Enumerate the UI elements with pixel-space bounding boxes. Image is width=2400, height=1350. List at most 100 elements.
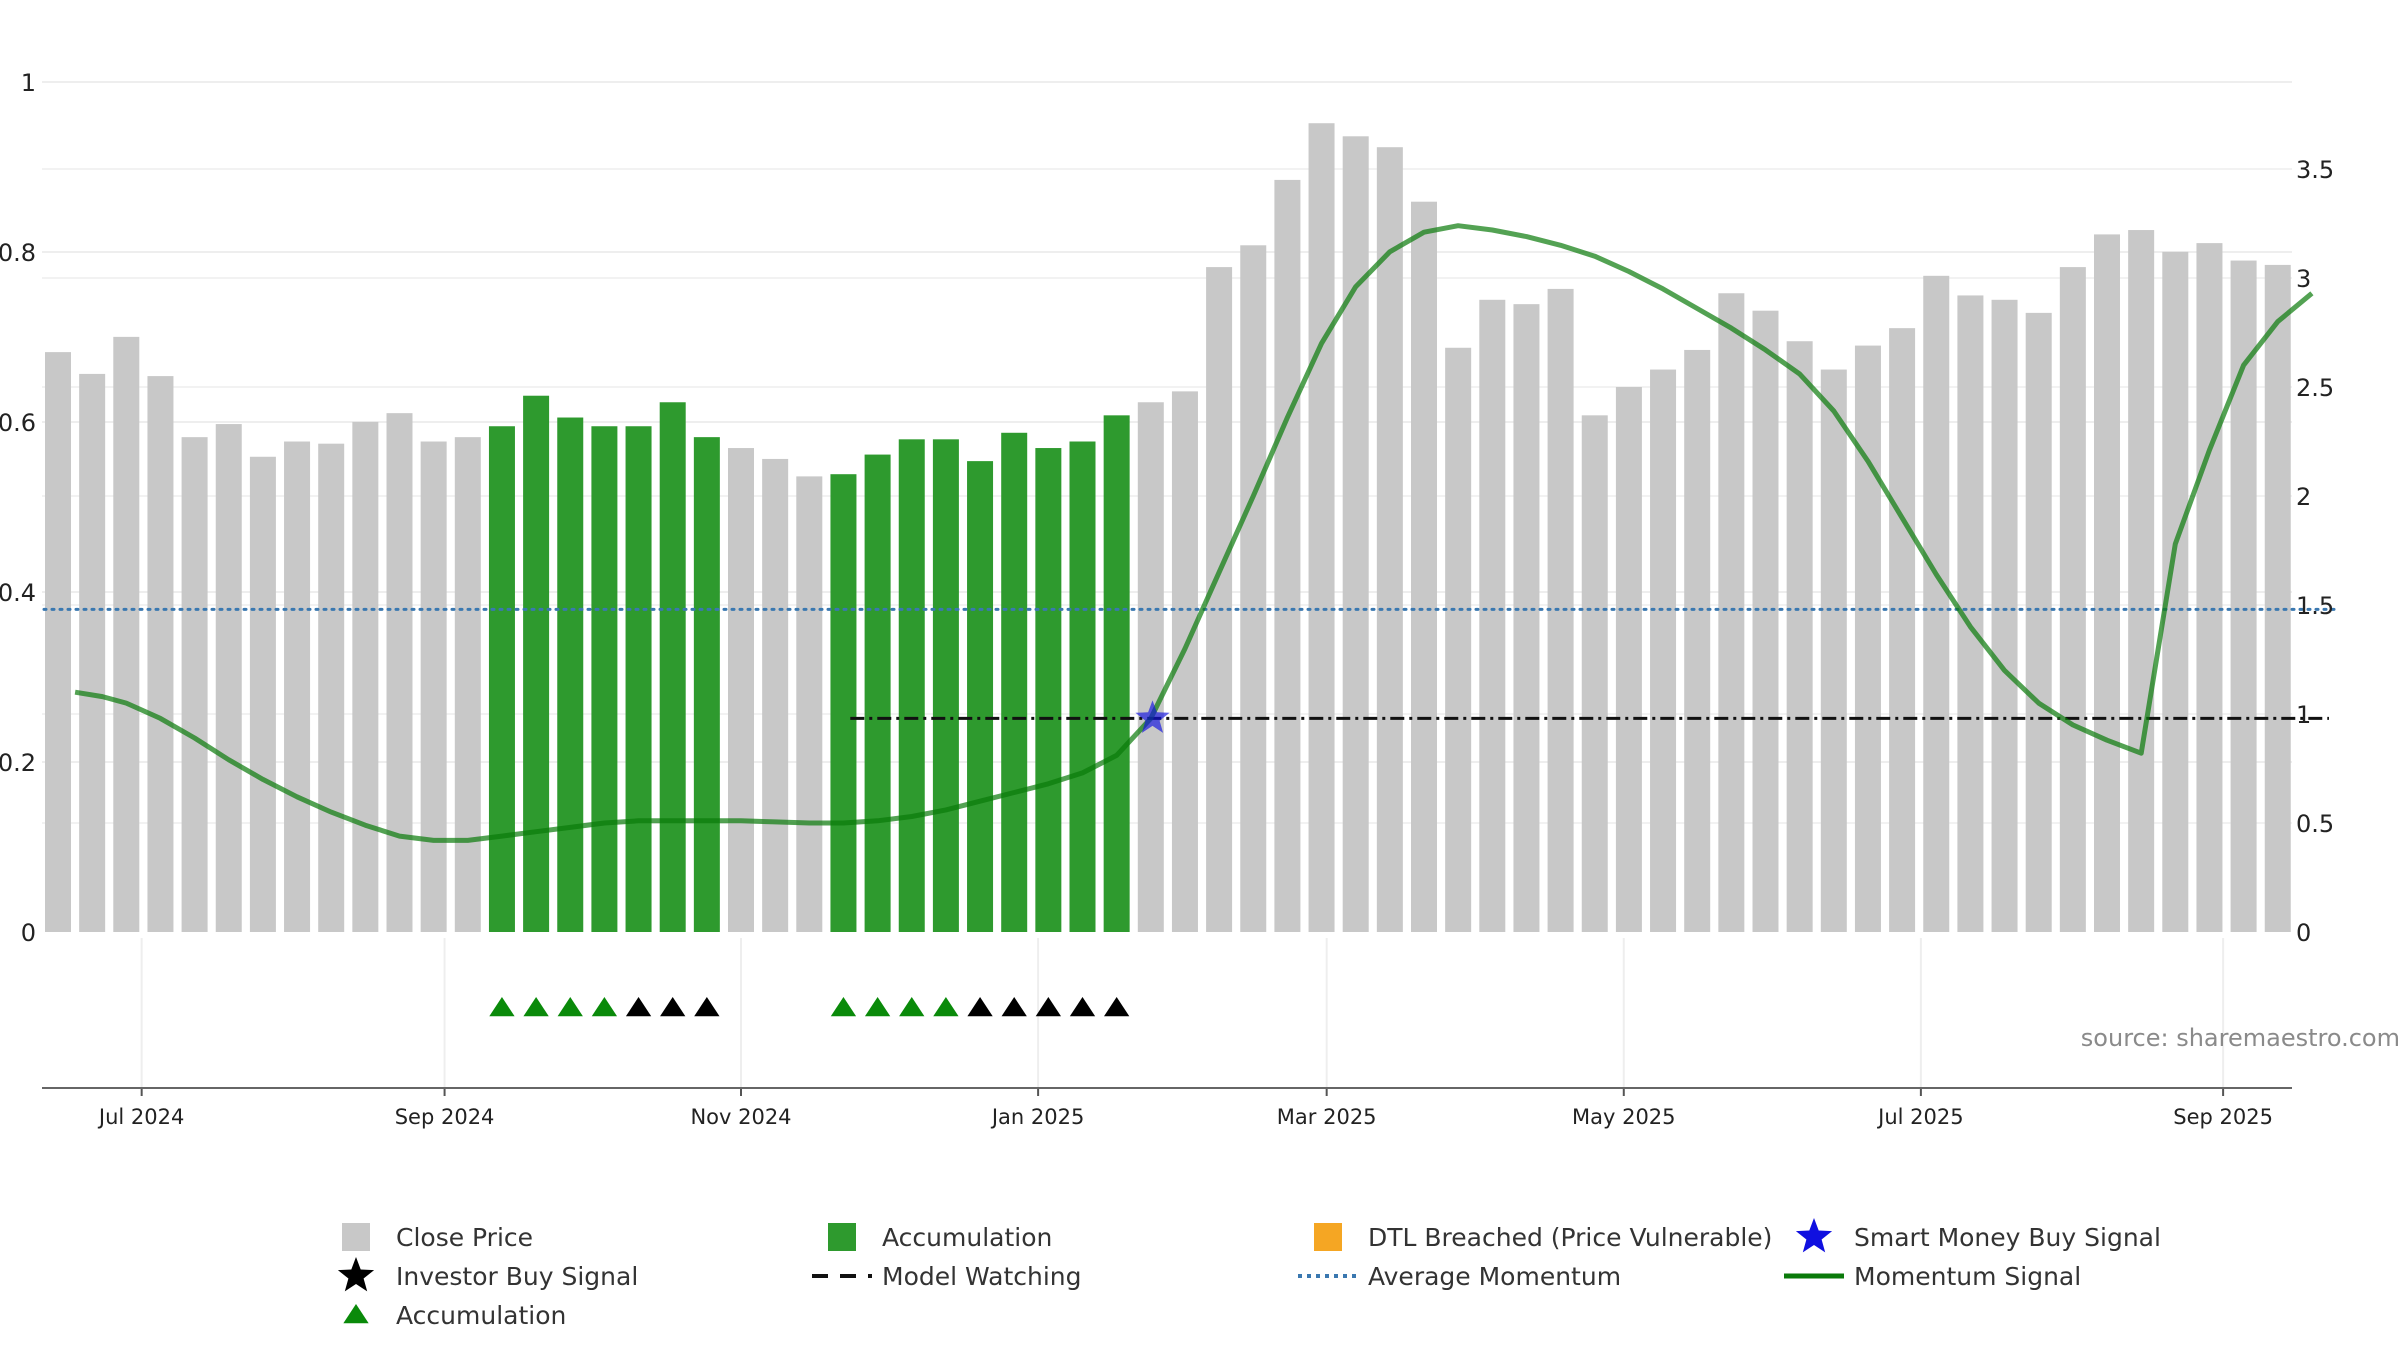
accumulation-triangle	[523, 997, 549, 1017]
close-price-bar	[454, 437, 481, 932]
x-tick-label: Jan 2025	[990, 1105, 1085, 1129]
legend-label: Accumulation	[882, 1223, 1052, 1252]
legend-item-accumulation_marker: Accumulation	[343, 1301, 566, 1330]
x-tick-label: Nov 2024	[690, 1105, 791, 1129]
accumulation-bar	[591, 426, 618, 932]
x-tick-label: Mar 2025	[1277, 1105, 1377, 1129]
accumulation-bar	[932, 439, 959, 932]
close-price-bar	[1854, 345, 1881, 933]
x-tick-label: May 2025	[1572, 1105, 1676, 1129]
close-price-bar	[113, 336, 140, 932]
momentum-signal-line	[74, 223, 2314, 843]
close-price-bar	[352, 421, 379, 932]
close-price-bar	[1342, 136, 1369, 933]
legend-label: Momentum Signal	[1854, 1262, 2081, 1291]
close-price-bar	[1650, 369, 1677, 932]
accumulation-bar	[693, 437, 720, 932]
investor-buy-triangle	[967, 997, 993, 1017]
legend-label: Model Watching	[882, 1262, 1082, 1291]
accumulation-bar	[967, 461, 994, 932]
close-price-bar	[1479, 299, 1506, 932]
legend-label: Average Momentum	[1368, 1262, 1621, 1291]
axes: 0 0.2 0.4 0.6 0.8 1 0 0.5 1 1.5 2 2.5 3 3.5 Jul 2024 Se…	[0, 69, 2334, 1129]
legend-label: DTL Breached (Price Vulnerable)	[1368, 1223, 1772, 1252]
close-price-bar	[1615, 387, 1642, 932]
legend-item-investor_buy: Investor Buy Signal	[337, 1257, 638, 1292]
legend-label: Smart Money Buy Signal	[1854, 1223, 2161, 1252]
close-price-bar	[1513, 304, 1540, 932]
close-price-bar	[2230, 260, 2257, 932]
left-tick-label: 0.6	[0, 409, 36, 437]
close-price-bar	[386, 413, 413, 932]
accumulation-bar	[898, 439, 925, 932]
close-price-bar	[1923, 275, 1950, 932]
legend-triangle-icon	[343, 1304, 369, 1324]
investor-buy-triangle	[1069, 997, 1096, 1017]
accumulation-bar	[1069, 441, 1096, 932]
legend-item-accumulation_bar: Accumulation	[828, 1223, 1052, 1252]
close-price-bar	[1240, 245, 1267, 933]
legend-swatch	[342, 1223, 370, 1251]
close-price-bar	[79, 373, 106, 932]
close-price-bar	[1889, 328, 1916, 932]
accumulation-bar	[1001, 432, 1028, 932]
close-price-bar	[147, 376, 174, 933]
close-price-bar	[1547, 288, 1574, 932]
x-tick-label: Sep 2024	[395, 1105, 495, 1129]
x-tick-label: Jul 2025	[1876, 1105, 1963, 1129]
accumulation-bar	[625, 426, 652, 932]
legend-item-model_watching: Model Watching	[812, 1262, 1082, 1291]
legend-star-icon	[337, 1257, 375, 1292]
accumulation-bar	[1103, 415, 1130, 933]
right-tick-label: 3.5	[2296, 156, 2334, 184]
right-tick-label: 1.5	[2296, 592, 2334, 620]
close-price-bar	[2094, 234, 2120, 932]
close-price-bar	[1684, 349, 1711, 932]
close-price-bar	[1445, 347, 1472, 932]
right-tick-label: 0	[2296, 919, 2311, 947]
right-tick-label: 0.5	[2296, 810, 2334, 838]
accumulation-bar	[830, 474, 857, 932]
close-price-bar	[1206, 267, 1233, 933]
legend-star-icon	[1795, 1218, 1833, 1253]
left-tick-label: 0.4	[0, 579, 36, 607]
accumulation-triangle	[864, 997, 891, 1017]
close-price-bar	[762, 458, 789, 932]
investor-buy-triangle	[1035, 997, 1061, 1017]
right-tick-label: 2.5	[2296, 374, 2334, 402]
close-price-bar	[2025, 312, 2052, 932]
accumulation-bar	[1035, 448, 1062, 932]
legend-item-close_price: Close Price	[342, 1223, 533, 1252]
legend-item-smart_money: Smart Money Buy Signal	[1795, 1218, 2161, 1253]
accumulation-triangle	[557, 997, 583, 1017]
close-price-bar	[249, 456, 276, 932]
close-price-bar	[1991, 299, 2018, 932]
investor-buy-triangle	[625, 997, 652, 1017]
source-note: source: sharemaestro.com	[2081, 1024, 2400, 1052]
accumulation-bar	[488, 426, 515, 932]
close-price-bar	[284, 441, 311, 932]
left-tick-label: 0.8	[0, 239, 36, 267]
legend-swatch	[1314, 1223, 1342, 1251]
x-tick-label: Sep 2025	[2173, 1105, 2273, 1129]
close-price-bar	[1786, 341, 1813, 933]
close-price-bar	[796, 476, 823, 932]
close-price-bar	[2196, 243, 2223, 932]
accumulation-bar	[557, 417, 584, 932]
accumulation-bar	[659, 402, 686, 932]
right-tick-label: 2	[2296, 483, 2311, 511]
close-price-bar	[1820, 369, 1847, 932]
right-tick-label: 1	[2296, 701, 2311, 729]
x-tick-label: Jul 2024	[97, 1105, 184, 1129]
close-price-bar	[1411, 201, 1437, 932]
legend-item-dtl_breached: DTL Breached (Price Vulnerable)	[1314, 1223, 1772, 1252]
left-tick-label: 0	[21, 919, 36, 947]
close-price-bar	[1308, 123, 1335, 933]
close-price-bar	[1376, 147, 1403, 932]
signal-markers	[489, 700, 1170, 1017]
legend-label: Investor Buy Signal	[396, 1262, 638, 1291]
accumulation-triangle	[933, 997, 959, 1017]
close-price-bar	[2264, 264, 2291, 932]
legend-label: Close Price	[396, 1223, 533, 1252]
